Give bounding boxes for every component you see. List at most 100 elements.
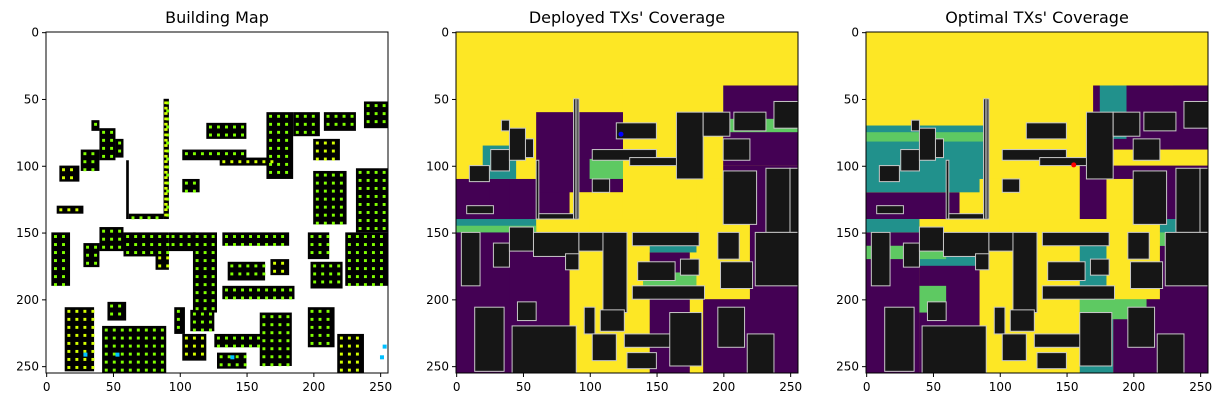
building — [379, 168, 388, 233]
candidate-tx-marker — [176, 325, 180, 329]
candidate-tx-marker — [102, 229, 106, 233]
candidate-tx-marker — [166, 149, 170, 153]
candidate-tx-marker — [200, 336, 204, 340]
axes-frame — [865, 31, 1209, 374]
candidate-tx-marker — [277, 130, 281, 134]
candidate-tx-marker — [91, 309, 95, 313]
candidate-tx-marker — [285, 114, 289, 118]
optimal-coverage-image — [866, 32, 1208, 373]
candidate-tx-marker — [91, 333, 95, 337]
candidate-tx-marker — [326, 341, 330, 345]
candidate-tx-marker — [200, 328, 204, 332]
candidate-tx-marker — [355, 283, 359, 287]
building — [99, 128, 116, 161]
candidate-tx-marker — [278, 363, 282, 367]
building-overlay — [754, 231, 798, 287]
candidate-tx-marker — [152, 360, 156, 364]
candidate-tx-marker — [366, 104, 370, 108]
building-overlay — [993, 306, 1006, 335]
building-overlay — [921, 325, 987, 373]
building-overlay — [629, 157, 684, 167]
candidate-tx-marker — [59, 208, 63, 212]
building-overlay — [1199, 167, 1208, 233]
candidate-tx-marker — [371, 267, 375, 271]
candidate-tx-marker — [91, 160, 95, 164]
candidate-tx-marker — [339, 181, 343, 185]
candidate-tx-marker — [120, 344, 124, 348]
candidate-tx-marker — [184, 344, 188, 348]
building-overlay — [591, 178, 611, 193]
candidate-tx-marker — [192, 344, 196, 348]
candidate-tx-marker — [118, 149, 122, 153]
candidate-tx-marker — [184, 189, 188, 193]
candidate-tx-marker — [120, 336, 124, 340]
candidate-tx-marker — [337, 272, 341, 276]
candidate-tx-marker — [184, 336, 188, 340]
candidate-tx-marker — [160, 328, 164, 332]
candidate-tx-marker — [211, 259, 215, 263]
candidate-tx-marker — [144, 360, 148, 364]
candidate-tx-marker — [176, 309, 180, 313]
candidate-tx-marker — [219, 363, 223, 367]
candidate-tx-marker — [83, 333, 87, 337]
candidate-tx-marker — [83, 152, 87, 156]
y-tick-label: 100 — [426, 159, 449, 173]
candidate-tx-marker — [118, 304, 122, 308]
candidate-tx-marker — [277, 122, 281, 126]
candidate-tx-marker — [195, 259, 199, 263]
candidate-tx-marker — [331, 181, 335, 185]
candidate-tx-marker — [355, 267, 359, 271]
candidate-tx-marker — [166, 256, 170, 260]
candidate-tx-marker — [315, 221, 319, 225]
candidate-tx-marker — [128, 360, 132, 364]
building-overlay — [1132, 170, 1168, 225]
candidate-tx-marker — [164, 176, 168, 179]
building — [123, 232, 169, 257]
candidate-tx-marker — [211, 243, 215, 247]
candidate-tx-marker — [350, 122, 354, 126]
candidate-tx-marker — [347, 275, 351, 279]
candidate-tx-marker — [337, 280, 341, 284]
candidate-tx-marker — [102, 154, 106, 158]
candidate-tx-marker — [310, 235, 314, 239]
candidate-tx-marker — [67, 365, 71, 369]
candidate-tx-marker — [134, 235, 138, 239]
candidate-tx-marker — [144, 352, 148, 356]
building — [217, 352, 247, 369]
candidate-tx-marker — [152, 344, 156, 348]
candidate-tx-marker — [270, 363, 274, 367]
candidate-tx-marker — [295, 114, 299, 118]
candidate-tx-marker — [150, 243, 154, 247]
candidate-tx-marker — [230, 272, 234, 276]
candidate-tx-marker — [265, 288, 269, 292]
candidate-tx-marker — [374, 203, 378, 206]
building-overlay — [1001, 178, 1021, 193]
candidate-tx-marker — [155, 216, 159, 220]
candidate-tx-marker — [277, 138, 281, 142]
candidate-tx-marker — [62, 267, 65, 271]
candidate-tx-marker — [339, 197, 343, 201]
candidate-tx-marker — [233, 243, 236, 247]
candidate-tx-marker — [358, 227, 362, 230]
candidate-tx-marker — [281, 296, 285, 300]
candidate-tx-marker — [166, 109, 170, 113]
deployed-tx-marker — [83, 352, 88, 357]
candidate-tx-marker — [120, 328, 124, 332]
candidate-tx-marker — [249, 344, 253, 348]
candidate-tx-marker — [270, 347, 274, 351]
candidate-tx-marker — [241, 133, 244, 137]
building-overlay — [1079, 312, 1113, 367]
candidate-tx-marker — [249, 243, 253, 247]
candidate-tx-marker — [371, 235, 375, 239]
building-overlay — [675, 111, 704, 180]
candidate-tx-marker — [241, 152, 244, 156]
candidate-tx-marker — [347, 368, 351, 372]
candidate-tx-marker — [225, 336, 228, 340]
candidate-tx-marker — [166, 125, 170, 129]
candidate-tx-marker — [164, 154, 168, 158]
candidate-tx-marker — [150, 235, 154, 239]
candidate-tx-marker — [329, 272, 333, 276]
y-tick-label: 0 — [31, 26, 39, 40]
candidate-tx-marker — [238, 272, 242, 276]
building-overlay — [1041, 285, 1115, 300]
